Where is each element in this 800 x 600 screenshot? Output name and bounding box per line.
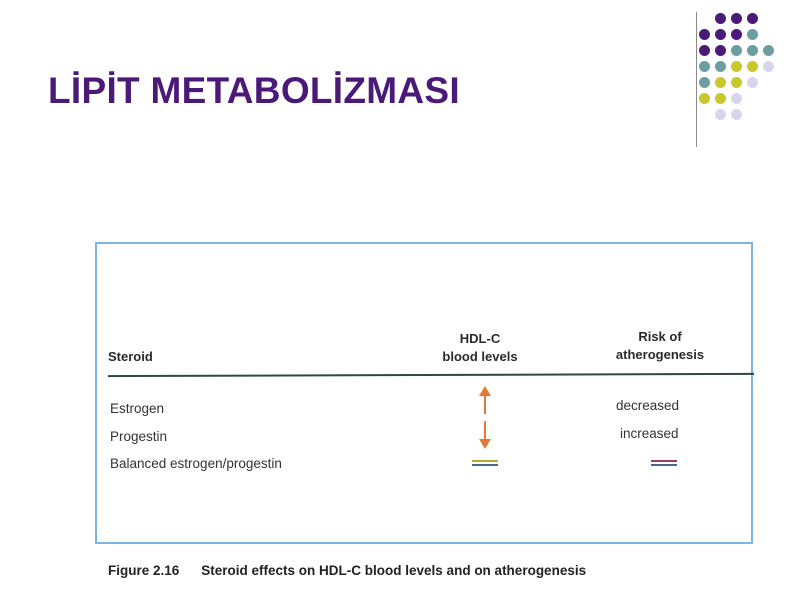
decorative-dot <box>715 13 726 24</box>
decorative-dot <box>715 93 726 104</box>
decorative-dot <box>731 109 742 120</box>
decorative-dot <box>747 45 758 56</box>
equals-icon-hdl <box>472 460 498 468</box>
decorative-dot <box>731 77 742 88</box>
column-header-risk-line2: atherogenesis <box>615 347 705 362</box>
column-header-risk-line1: Risk of <box>638 329 682 344</box>
up-arrow-icon <box>479 386 491 414</box>
decorative-dot <box>699 45 710 56</box>
decorative-dot <box>715 109 726 120</box>
decorative-dot <box>699 61 710 72</box>
column-header-steroid: Steroid <box>108 349 153 364</box>
risk-progestin: increased <box>620 426 679 441</box>
decorative-dot <box>731 29 742 40</box>
slide-title: LİPİT METABOLİZMASI <box>48 70 460 111</box>
figure-frame <box>95 242 753 544</box>
decorative-dot <box>715 61 726 72</box>
down-arrow-icon <box>479 421 491 449</box>
decorative-dot <box>747 13 758 24</box>
column-header-hdl-line2: blood levels <box>442 349 518 364</box>
caption-number: Figure 2.16 <box>108 563 180 578</box>
decorative-dot <box>699 77 710 88</box>
decorative-dot <box>731 45 742 56</box>
decorative-dot <box>731 93 742 104</box>
caption-text: Steroid effects on HDL-C blood levels an… <box>201 563 587 578</box>
decorative-dot <box>731 13 742 24</box>
column-header-hdl: HDL-C blood levels <box>420 330 540 366</box>
decorative-dot <box>747 77 758 88</box>
equals-icon-risk <box>651 460 677 468</box>
decorative-dot <box>699 93 710 104</box>
decorative-dot <box>747 61 758 72</box>
decorative-dot <box>763 61 774 72</box>
column-header-hdl-line1: HDL-C <box>459 331 501 346</box>
figure-caption: Figure 2.16 Steroid effects on HDL-C bloo… <box>108 563 586 578</box>
decorative-dot <box>763 45 774 56</box>
decorative-dot-grid <box>0 0 800 160</box>
decorative-dot <box>699 29 710 40</box>
row-label-estrogen: Estrogen <box>110 401 165 416</box>
decorative-dot <box>731 61 742 72</box>
row-label-balanced: Balanced estrogen/progestin <box>110 456 282 471</box>
decorative-dot <box>747 29 758 40</box>
decorative-dot <box>715 45 726 56</box>
risk-estrogen: decreased <box>616 398 680 413</box>
row-label-progestin: Progestin <box>110 429 168 444</box>
decorative-divider <box>696 12 697 147</box>
decorative-dot <box>715 77 726 88</box>
column-header-risk: Risk of atherogenesis <box>596 328 724 364</box>
decorative-dot <box>715 29 726 40</box>
